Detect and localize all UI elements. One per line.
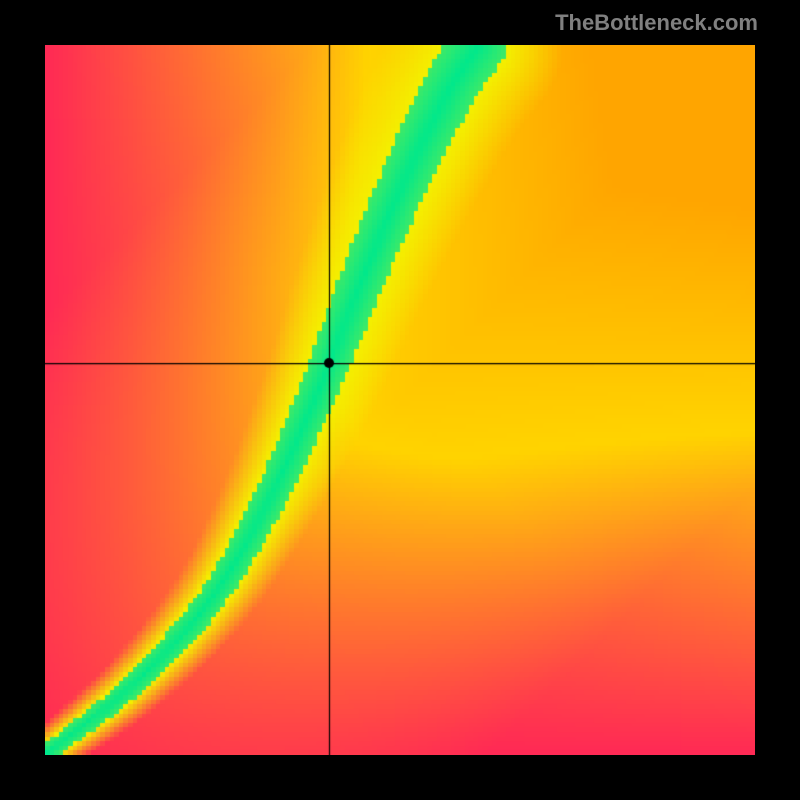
watermark-label: TheBottleneck.com bbox=[555, 10, 758, 36]
stage: TheBottleneck.com bbox=[0, 0, 800, 800]
heatmap-canvas bbox=[45, 45, 755, 755]
